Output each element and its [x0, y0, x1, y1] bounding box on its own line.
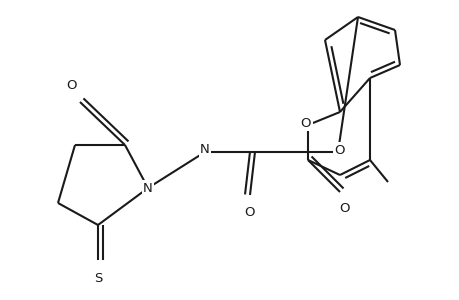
Text: N: N [143, 182, 152, 194]
Text: O: O [67, 79, 77, 92]
Text: O: O [244, 206, 255, 218]
Text: O: O [334, 143, 345, 157]
Text: O: O [300, 116, 311, 130]
Text: O: O [339, 202, 349, 214]
Text: N: N [200, 142, 209, 155]
Text: S: S [94, 272, 102, 284]
